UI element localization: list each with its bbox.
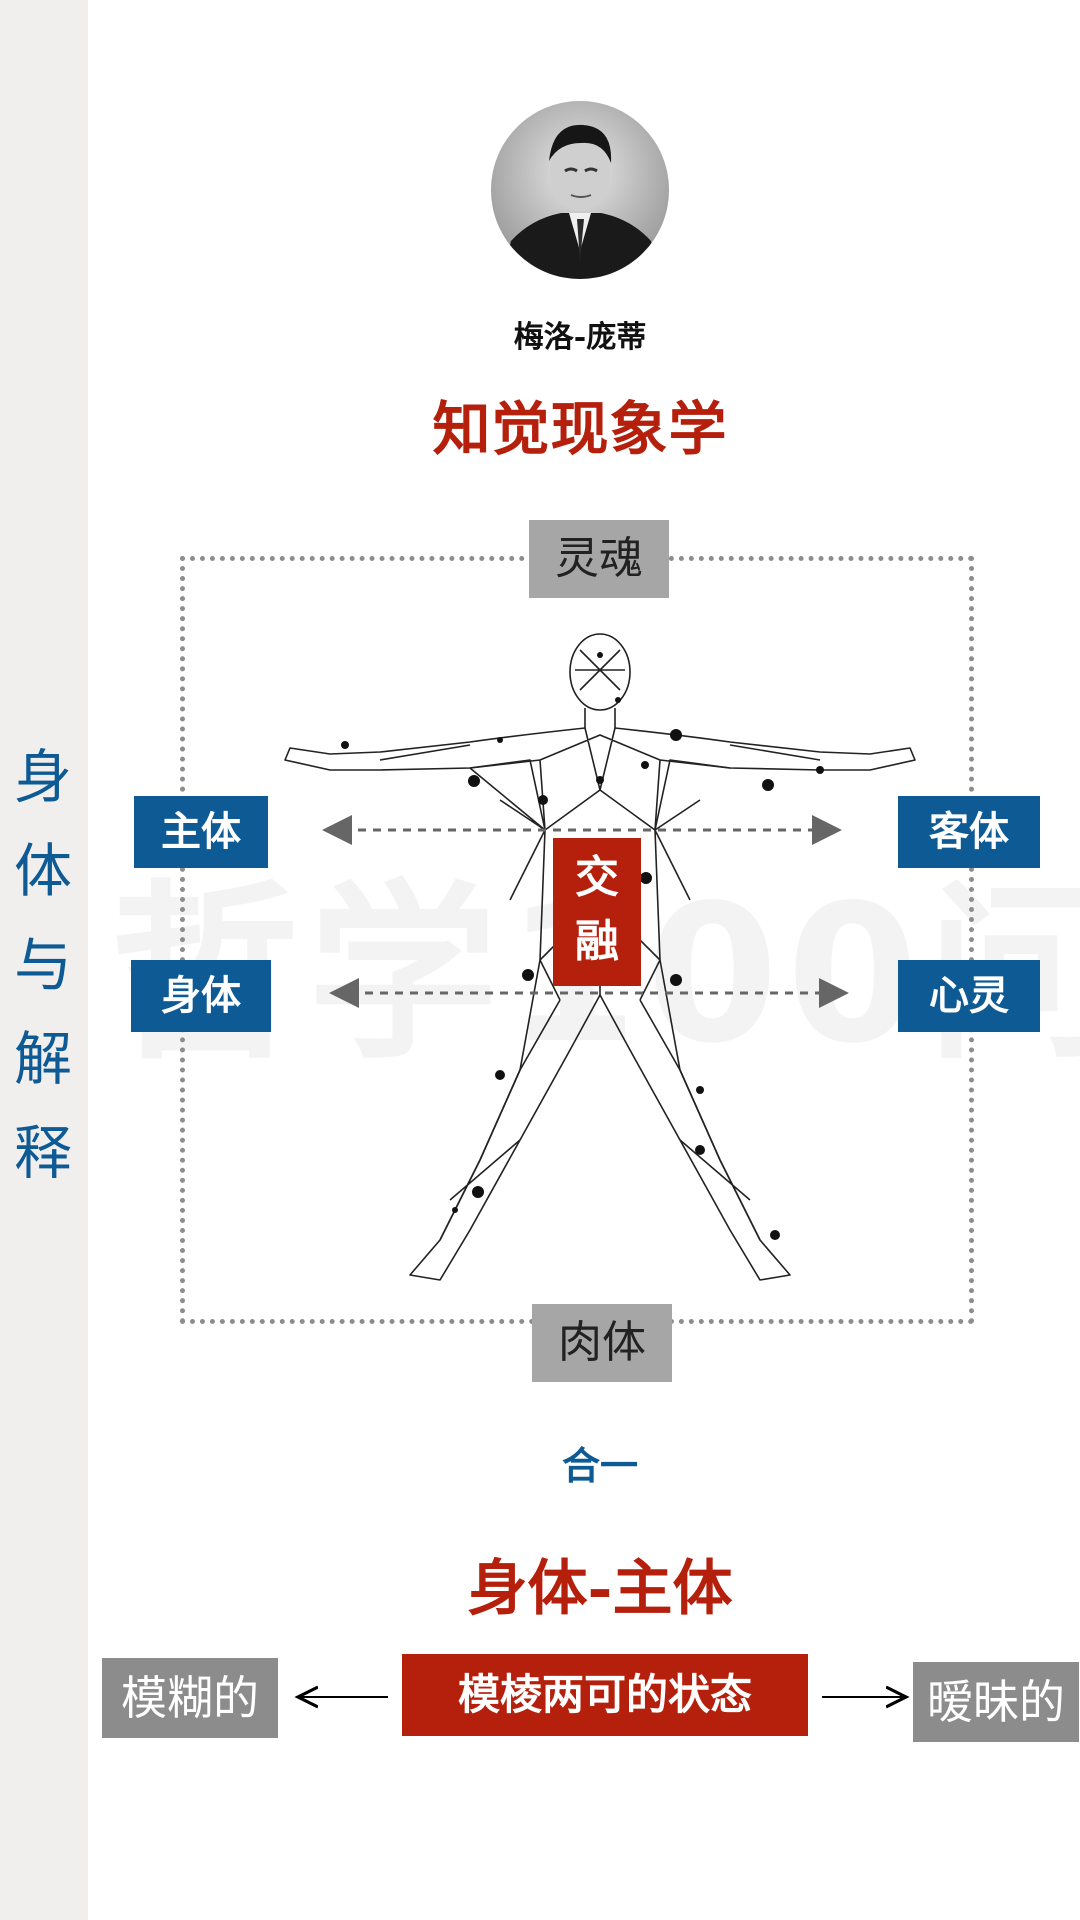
fusion-char: 交 [575,852,619,903]
vague-term: 模糊的 [102,1658,278,1738]
ambiguous-term: 暧昧的 [913,1662,1079,1742]
philosopher-portrait [491,101,669,279]
object-label: 客体 [898,796,1040,868]
portrait-image [491,101,669,279]
side-title-char: 解 [13,1025,72,1093]
body-subject-title: 身体-主体 [467,1554,733,1624]
unity-label: 合一 [561,1444,638,1488]
subject-label: 主体 [134,796,268,868]
fusion-char: 融 [575,916,619,967]
left-sidebar [0,0,88,1920]
vertical-section-title: 身 体 与 解 释 [8,730,78,1200]
mind-label: 心灵 [898,960,1040,1032]
side-title-char: 体 [13,837,72,905]
wireframe-nodes [341,652,824,1240]
side-title-char: 与 [13,931,72,999]
soul-label: 灵魂 [529,520,669,598]
body-label: 身体 [131,960,271,1032]
side-title-char: 释 [13,1119,72,1187]
side-title-char: 身 [13,743,72,811]
ambiguous-state-box: 模棱两可的状态 [402,1654,808,1736]
page-title: 知觉现象学 [432,395,728,463]
fusion-box: 交 融 [553,838,641,986]
philosopher-name: 梅洛-庞蒂 [513,320,647,355]
flesh-label: 肉体 [532,1304,672,1382]
